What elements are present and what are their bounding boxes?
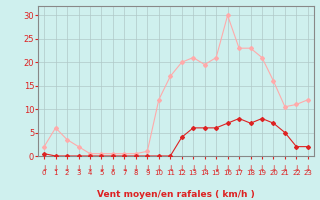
Text: ↓: ↓ [305,164,311,173]
Text: ↓: ↓ [224,164,231,173]
Text: ↓: ↓ [110,164,116,173]
Text: ↓: ↓ [179,164,185,173]
Text: ↓: ↓ [156,164,162,173]
Text: ↓: ↓ [259,164,265,173]
Text: ↓: ↓ [247,164,254,173]
Text: ↓: ↓ [41,164,47,173]
Text: ↓: ↓ [75,164,82,173]
Text: ↓: ↓ [133,164,139,173]
Text: ↓: ↓ [293,164,300,173]
Text: ↓: ↓ [52,164,59,173]
Text: ↓: ↓ [202,164,208,173]
Text: ↓: ↓ [282,164,288,173]
Text: ↓: ↓ [213,164,219,173]
Text: ↓: ↓ [190,164,196,173]
Text: ↓: ↓ [64,164,70,173]
Text: ↓: ↓ [167,164,173,173]
Text: ↓: ↓ [87,164,93,173]
X-axis label: Vent moyen/en rafales ( km/h ): Vent moyen/en rafales ( km/h ) [97,190,255,199]
Text: ↓: ↓ [98,164,105,173]
Text: ↓: ↓ [236,164,242,173]
Text: ↓: ↓ [144,164,150,173]
Text: ↓: ↓ [121,164,128,173]
Text: ↓: ↓ [270,164,277,173]
